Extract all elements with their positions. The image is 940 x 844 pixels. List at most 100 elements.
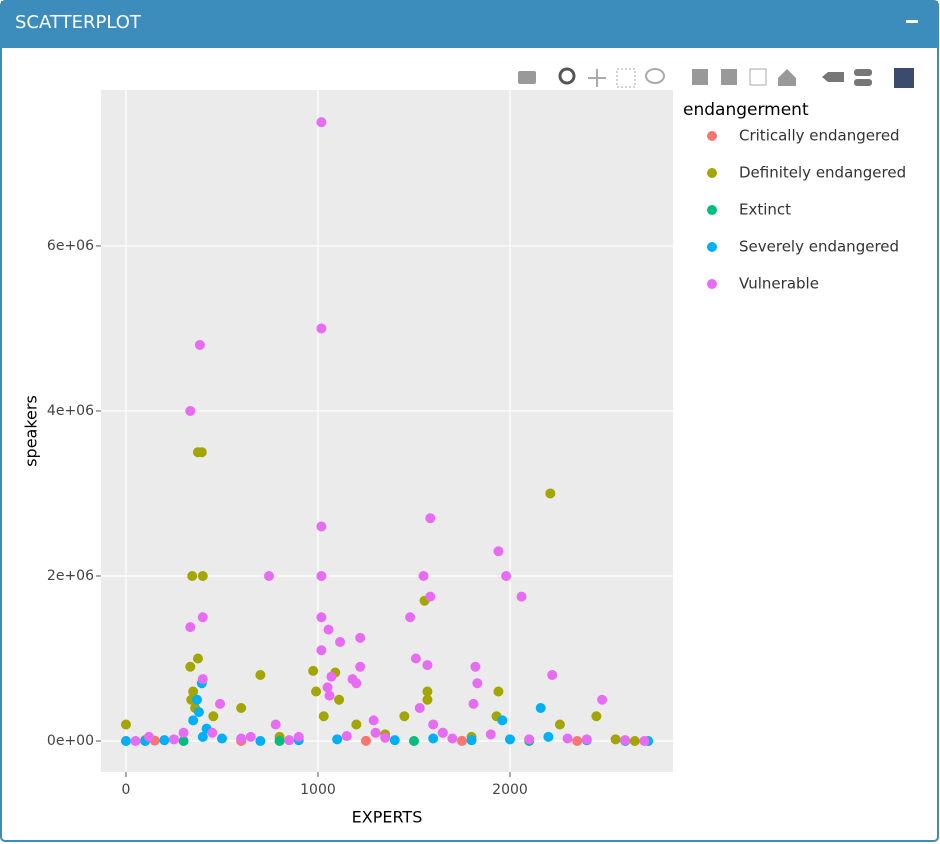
point — [196, 447, 207, 458]
point — [159, 735, 170, 746]
point — [493, 686, 504, 697]
zoom-icon[interactable] — [558, 67, 576, 85]
point — [422, 686, 433, 697]
point — [562, 733, 573, 744]
y-tick-label: 6e+06 — [47, 238, 94, 254]
point — [418, 570, 429, 581]
point — [355, 632, 366, 643]
point — [322, 682, 333, 693]
point — [215, 698, 226, 709]
point — [629, 735, 640, 746]
point — [360, 735, 371, 746]
point — [197, 612, 208, 623]
point — [316, 612, 327, 623]
point — [192, 653, 203, 664]
reset-icon[interactable] — [778, 69, 796, 86]
point — [422, 660, 433, 671]
point — [380, 732, 391, 743]
point — [168, 734, 179, 745]
point — [318, 711, 329, 722]
point — [408, 735, 419, 746]
point — [192, 694, 203, 705]
lasso-icon[interactable] — [645, 68, 665, 84]
zoom-in-icon[interactable] — [692, 69, 708, 85]
plotly-logo[interactable] — [894, 68, 914, 88]
legend-label[interactable]: Definitely endangered — [739, 164, 906, 182]
point — [554, 719, 565, 730]
point — [425, 591, 436, 602]
point — [516, 591, 527, 602]
legend-title: endangerment — [683, 100, 809, 120]
point — [597, 694, 608, 705]
panel-header — [1, 1, 938, 48]
x-tick-label: 2000 — [492, 782, 528, 798]
legend-swatch — [707, 242, 717, 252]
legend-swatch — [707, 205, 717, 215]
point — [368, 715, 379, 726]
point — [185, 622, 196, 633]
x-tick-label: 1000 — [300, 782, 336, 798]
zoom-out-icon[interactable] — [721, 69, 737, 85]
point — [316, 521, 327, 532]
point — [428, 733, 439, 744]
point — [208, 711, 219, 722]
hover-closest-icon[interactable] — [854, 69, 872, 76]
point — [351, 719, 362, 730]
point — [326, 671, 337, 682]
select-icon[interactable] — [616, 68, 636, 88]
y-tick-label: 2e+06 — [47, 568, 94, 584]
point — [264, 570, 275, 581]
point — [341, 731, 352, 742]
point — [610, 734, 621, 745]
point — [425, 513, 436, 524]
collapse-button[interactable] — [906, 20, 918, 23]
point — [370, 727, 381, 738]
point — [207, 727, 218, 738]
point — [497, 715, 508, 726]
point — [120, 719, 131, 730]
point — [185, 405, 196, 416]
pan-icon[interactable] — [588, 69, 606, 87]
point — [197, 674, 208, 685]
point — [437, 727, 448, 738]
legend-swatch — [707, 279, 717, 289]
point — [188, 686, 199, 697]
legend-label[interactable]: Extinct — [739, 201, 791, 219]
point — [293, 731, 304, 742]
point — [428, 719, 439, 730]
point — [468, 698, 479, 709]
y-tick-label: 0e+00 — [47, 733, 94, 749]
legend-label[interactable]: Critically endangered — [739, 127, 900, 145]
point — [639, 735, 650, 746]
hover-compare-icon[interactable] — [854, 79, 872, 86]
camera-icon[interactable] — [518, 71, 536, 84]
point — [316, 323, 327, 334]
point — [316, 645, 327, 656]
point — [270, 719, 281, 730]
point — [535, 702, 546, 713]
point — [194, 339, 205, 350]
legend-label[interactable]: Severely endangered — [739, 238, 899, 256]
point — [581, 734, 592, 745]
point — [466, 735, 477, 746]
point — [414, 702, 425, 713]
y-tick-label: 4e+06 — [47, 403, 94, 419]
point — [447, 733, 458, 744]
point — [410, 653, 421, 664]
point — [472, 678, 483, 689]
point — [470, 661, 481, 672]
point — [308, 665, 319, 676]
x-axis-title: EXPERTS — [352, 808, 423, 827]
point — [620, 735, 631, 746]
legend-label[interactable]: Vulnerable — [739, 275, 819, 293]
autoscale-icon[interactable] — [749, 68, 767, 86]
point — [355, 661, 366, 672]
point — [130, 735, 141, 746]
point — [405, 612, 416, 623]
point — [236, 733, 247, 744]
point — [422, 694, 433, 705]
spike-icon[interactable] — [822, 72, 844, 82]
point — [591, 711, 602, 722]
point — [456, 735, 467, 746]
